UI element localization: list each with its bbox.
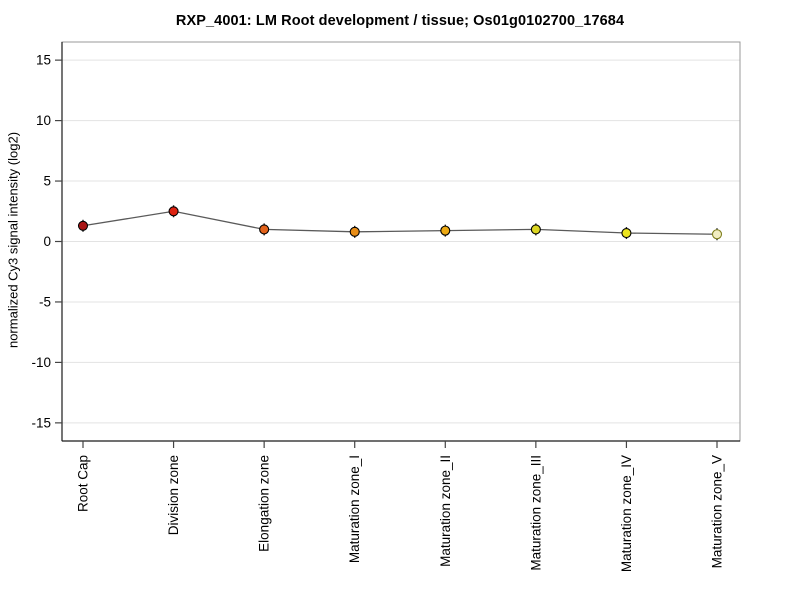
y-tick-label-5: 5 [43,174,51,189]
y-tick-label-15: 15 [36,53,51,68]
data-point-1 [168,206,179,217]
data-point-4 [440,225,451,236]
x-category-label-4: Maturation zone_II [438,455,453,567]
x-category-label-3: Maturation zone_I [347,455,362,563]
chart-title: RXP_4001: LM Root development / tissue; … [175,13,625,29]
y-tick-label--15: -15 [31,415,51,430]
y-tick-label-0: 0 [43,234,51,249]
x-category-label-2: Elongation zone [257,455,272,552]
data-point-2 [259,224,270,235]
data-point-6 [621,227,632,239]
x-category-label-7: Maturation zone_V [710,455,725,568]
y-tick-label-10: 10 [36,113,51,128]
x-category-label-1: Division zone [166,455,181,535]
data-point-3 [349,226,360,237]
x-category-label-0: Root Cap [76,455,91,512]
data-point-5 [530,224,541,235]
x-category-label-5: Maturation zone_III [528,455,543,571]
data-point-0 [77,220,89,231]
x-category-label-6: Maturation zone_IV [619,455,634,572]
series-line [82,210,718,235]
data-point-7 [711,229,723,240]
y-tick-label--10: -10 [31,355,51,370]
y-tick-label--5: -5 [39,294,51,309]
